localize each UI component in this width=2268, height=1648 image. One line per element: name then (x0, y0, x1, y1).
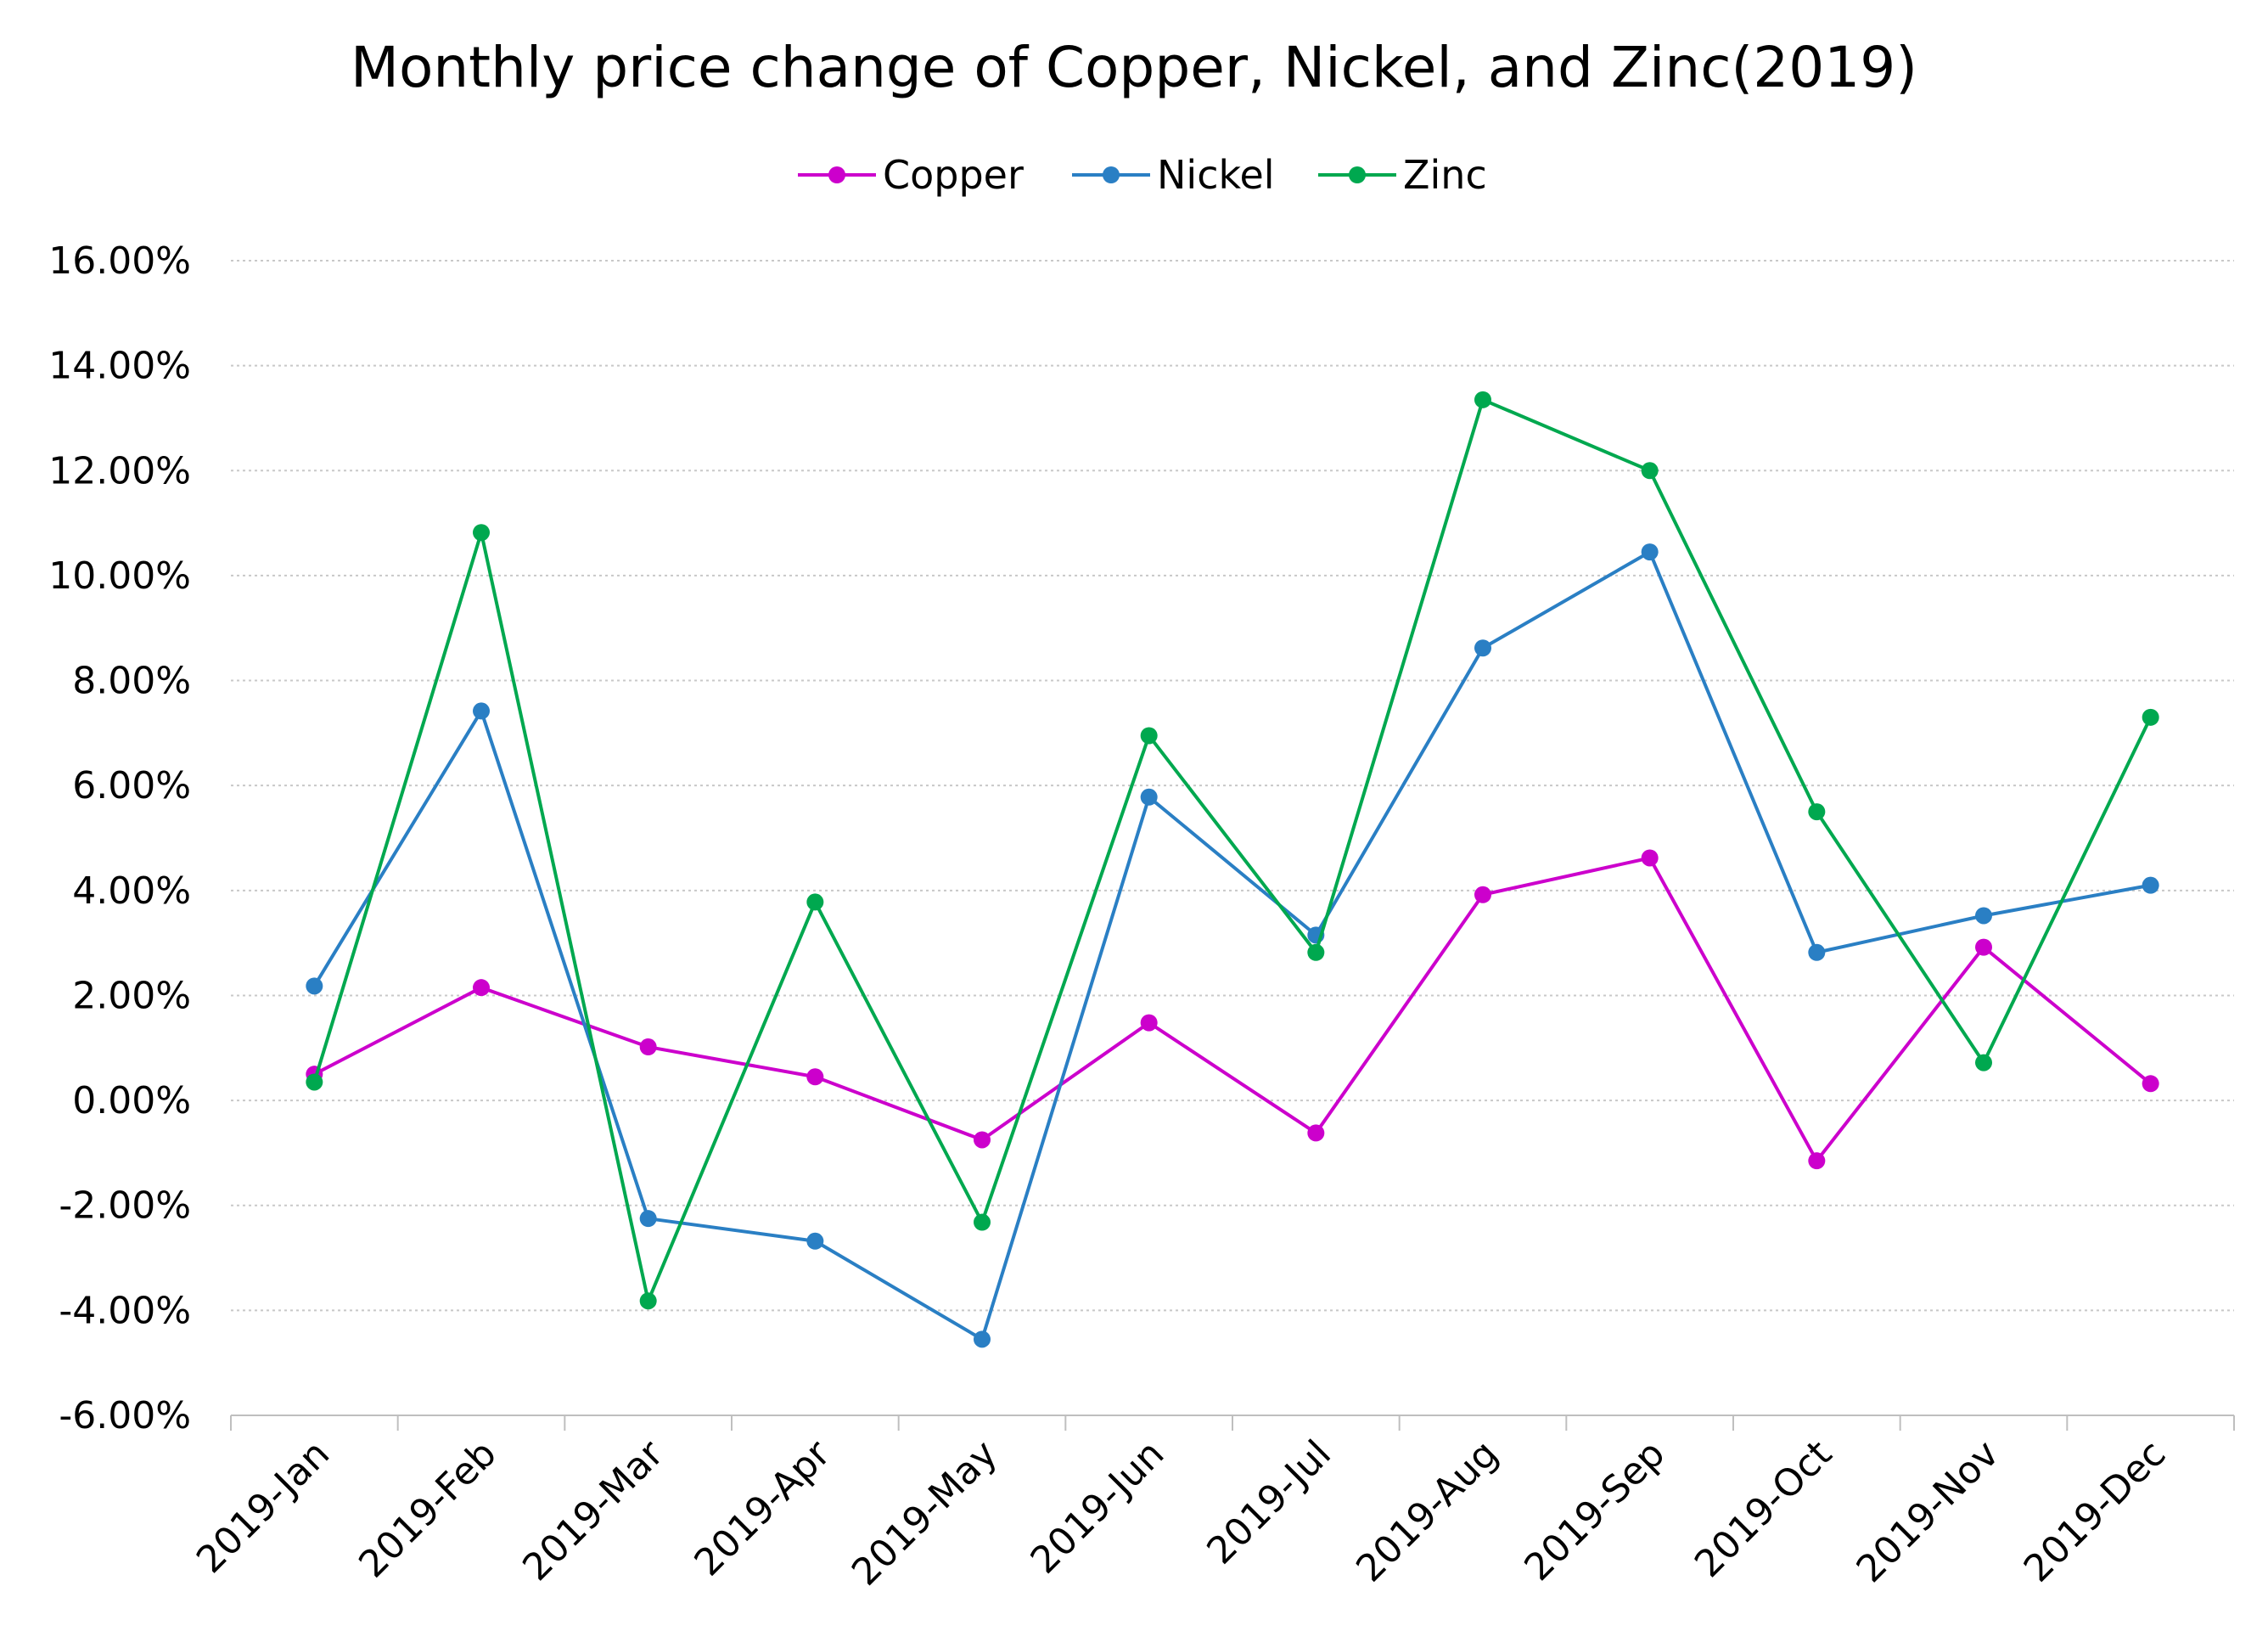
x-tick-label: 2019-Apr (686, 1431, 839, 1584)
data-point-zinc (639, 1292, 657, 1310)
legend-marker-copper (828, 166, 845, 183)
legend-marker-nickel (1103, 166, 1120, 183)
x-tick-label: 2019-May (844, 1432, 1006, 1595)
y-tick-label: 16.00% (48, 239, 191, 283)
data-point-nickel (1975, 907, 1992, 925)
data-point-copper (1975, 938, 1992, 956)
data-point-nickel (974, 1330, 991, 1348)
y-tick-label: -2.00% (59, 1184, 191, 1228)
data-point-zinc (306, 1073, 323, 1091)
legend-label-nickel: Nickel (1157, 152, 1275, 198)
data-point-zinc (974, 1213, 991, 1231)
data-point-nickel (1474, 639, 1491, 657)
data-point-copper (1307, 1124, 1325, 1142)
data-point-copper (974, 1131, 991, 1149)
gridlines (231, 260, 2234, 1312)
data-point-nickel (2142, 876, 2159, 894)
data-point-zinc (1808, 803, 1826, 821)
data-point-copper (1808, 1152, 1826, 1170)
data-point-copper (1474, 886, 1491, 903)
y-tick-label: -4.00% (59, 1289, 191, 1332)
data-point-zinc (1140, 727, 1158, 745)
data-point-zinc (1641, 462, 1659, 480)
data-point-zinc (1975, 1054, 1992, 1071)
data-point-nickel (306, 977, 323, 995)
data-point-nickel (1140, 788, 1158, 806)
x-tick-label: 2019-Dec (2016, 1432, 2175, 1591)
y-tick-label: 4.00% (72, 869, 191, 913)
y-tick-label: 2.00% (72, 974, 191, 1017)
x-tick-label: 2019-Mar (514, 1431, 672, 1589)
data-point-nickel (1641, 543, 1659, 561)
data-point-zinc (1307, 943, 1325, 961)
series-line-nickel (312, 550, 2152, 1341)
data-point-zinc (473, 524, 490, 542)
x-tick-label: 2019-Feb (351, 1432, 505, 1587)
x-tick-label: 2019-Jun (1023, 1432, 1173, 1583)
data-point-nickel (639, 1210, 657, 1228)
legend: Copper Nickel Zinc (798, 152, 1487, 198)
legend-label-zinc: Zinc (1403, 152, 1487, 198)
x-tick-label: 2019-Aug (1348, 1432, 1507, 1591)
data-point-zinc (806, 893, 824, 911)
chart-title: Monthly price change of Copper, Nickel, … (351, 35, 1917, 100)
x-tick-label: 2019-Oct (1687, 1432, 1840, 1586)
axes: -6.00% -4.00% -2.00% 0.00% 2.00% 4.00% 6.00% 8.… (48, 239, 2235, 1595)
series-line-copper (313, 856, 2152, 1163)
y-tick-label: -6.00% (59, 1394, 191, 1437)
series-line-zinc (312, 397, 2153, 1303)
data-point-copper (1641, 849, 1659, 867)
legend-marker-zinc (1349, 166, 1366, 183)
y-tick-label: 10.00% (48, 554, 191, 598)
data-point-nickel (473, 702, 490, 720)
data-point-copper (1140, 1014, 1158, 1032)
x-tick-label: 2019-Sep (1516, 1432, 1673, 1589)
y-tick-label: 12.00% (48, 449, 191, 492)
legend-label-copper: Copper (883, 152, 1024, 198)
y-tick-label: 8.00% (72, 660, 191, 703)
y-tick-label: 14.00% (48, 345, 191, 388)
data-point-zinc (1474, 391, 1491, 408)
y-tick-label: 0.00% (72, 1079, 191, 1122)
data-point-nickel (806, 1232, 824, 1250)
data-point-zinc (2142, 708, 2159, 726)
x-tick-label: 2019-Nov (1849, 1432, 2007, 1591)
data-point-nickel (1808, 943, 1826, 961)
x-tick-label: 2019-Jan (188, 1432, 338, 1582)
x-tick-label: 2019-Jul (1199, 1432, 1339, 1573)
data-point-copper (473, 979, 490, 997)
data-point-copper (639, 1038, 657, 1056)
series-group (306, 391, 2159, 1348)
data-point-copper (2142, 1075, 2159, 1093)
data-point-copper (806, 1068, 824, 1086)
y-tick-label: 6.00% (72, 764, 191, 807)
